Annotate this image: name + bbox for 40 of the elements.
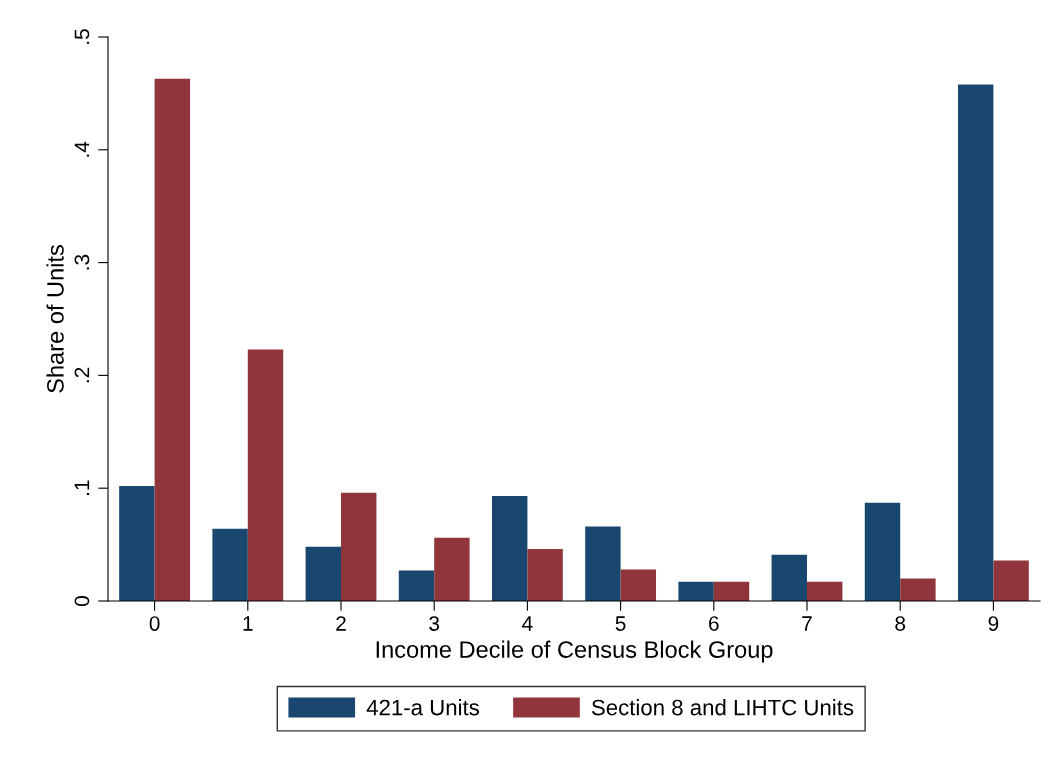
x-tick-label: 1 <box>243 616 253 631</box>
bar <box>247 349 284 601</box>
bar <box>864 502 901 601</box>
bar <box>491 496 528 601</box>
bar <box>154 78 191 601</box>
x-tick-label: 8 <box>895 616 906 631</box>
x-tick-label: 7 <box>802 616 812 631</box>
x-tick-label: 0 <box>149 616 160 631</box>
x-tick-label: 9 <box>988 616 999 631</box>
bar <box>713 581 750 601</box>
y-tick-label: .5 <box>74 29 90 44</box>
bar <box>398 570 435 601</box>
bar <box>212 528 248 601</box>
bar <box>957 84 994 601</box>
bar <box>119 485 155 601</box>
bar <box>527 549 563 601</box>
y-axis-title: Share of Units <box>46 245 64 393</box>
x-axis-title: Income Decile of Census Block Group <box>376 640 773 663</box>
bar <box>993 560 1029 601</box>
bar <box>585 526 621 601</box>
bar <box>900 578 936 601</box>
y-tick-label: .3 <box>74 254 90 270</box>
legend-label: Section 8 and LIHTC Units <box>591 699 854 716</box>
bar <box>771 554 807 601</box>
y-tick-label: .4 <box>74 141 90 157</box>
bar <box>434 537 470 601</box>
bar <box>305 546 341 601</box>
legend-label: 421-a Units <box>366 699 480 716</box>
x-tick-label: 4 <box>522 616 533 631</box>
x-tick-label: 2 <box>336 616 346 631</box>
x-tick-label: 5 <box>615 616 626 631</box>
y-tick-label: 0 <box>74 596 90 606</box>
y-tick-label: .2 <box>74 367 90 383</box>
bar <box>678 581 714 601</box>
bar <box>341 492 377 601</box>
y-tick-label: .1 <box>74 480 90 495</box>
x-tick-label: 6 <box>709 616 719 631</box>
x-tick-label: 3 <box>429 616 440 631</box>
bar <box>620 569 657 601</box>
bar <box>807 581 843 601</box>
